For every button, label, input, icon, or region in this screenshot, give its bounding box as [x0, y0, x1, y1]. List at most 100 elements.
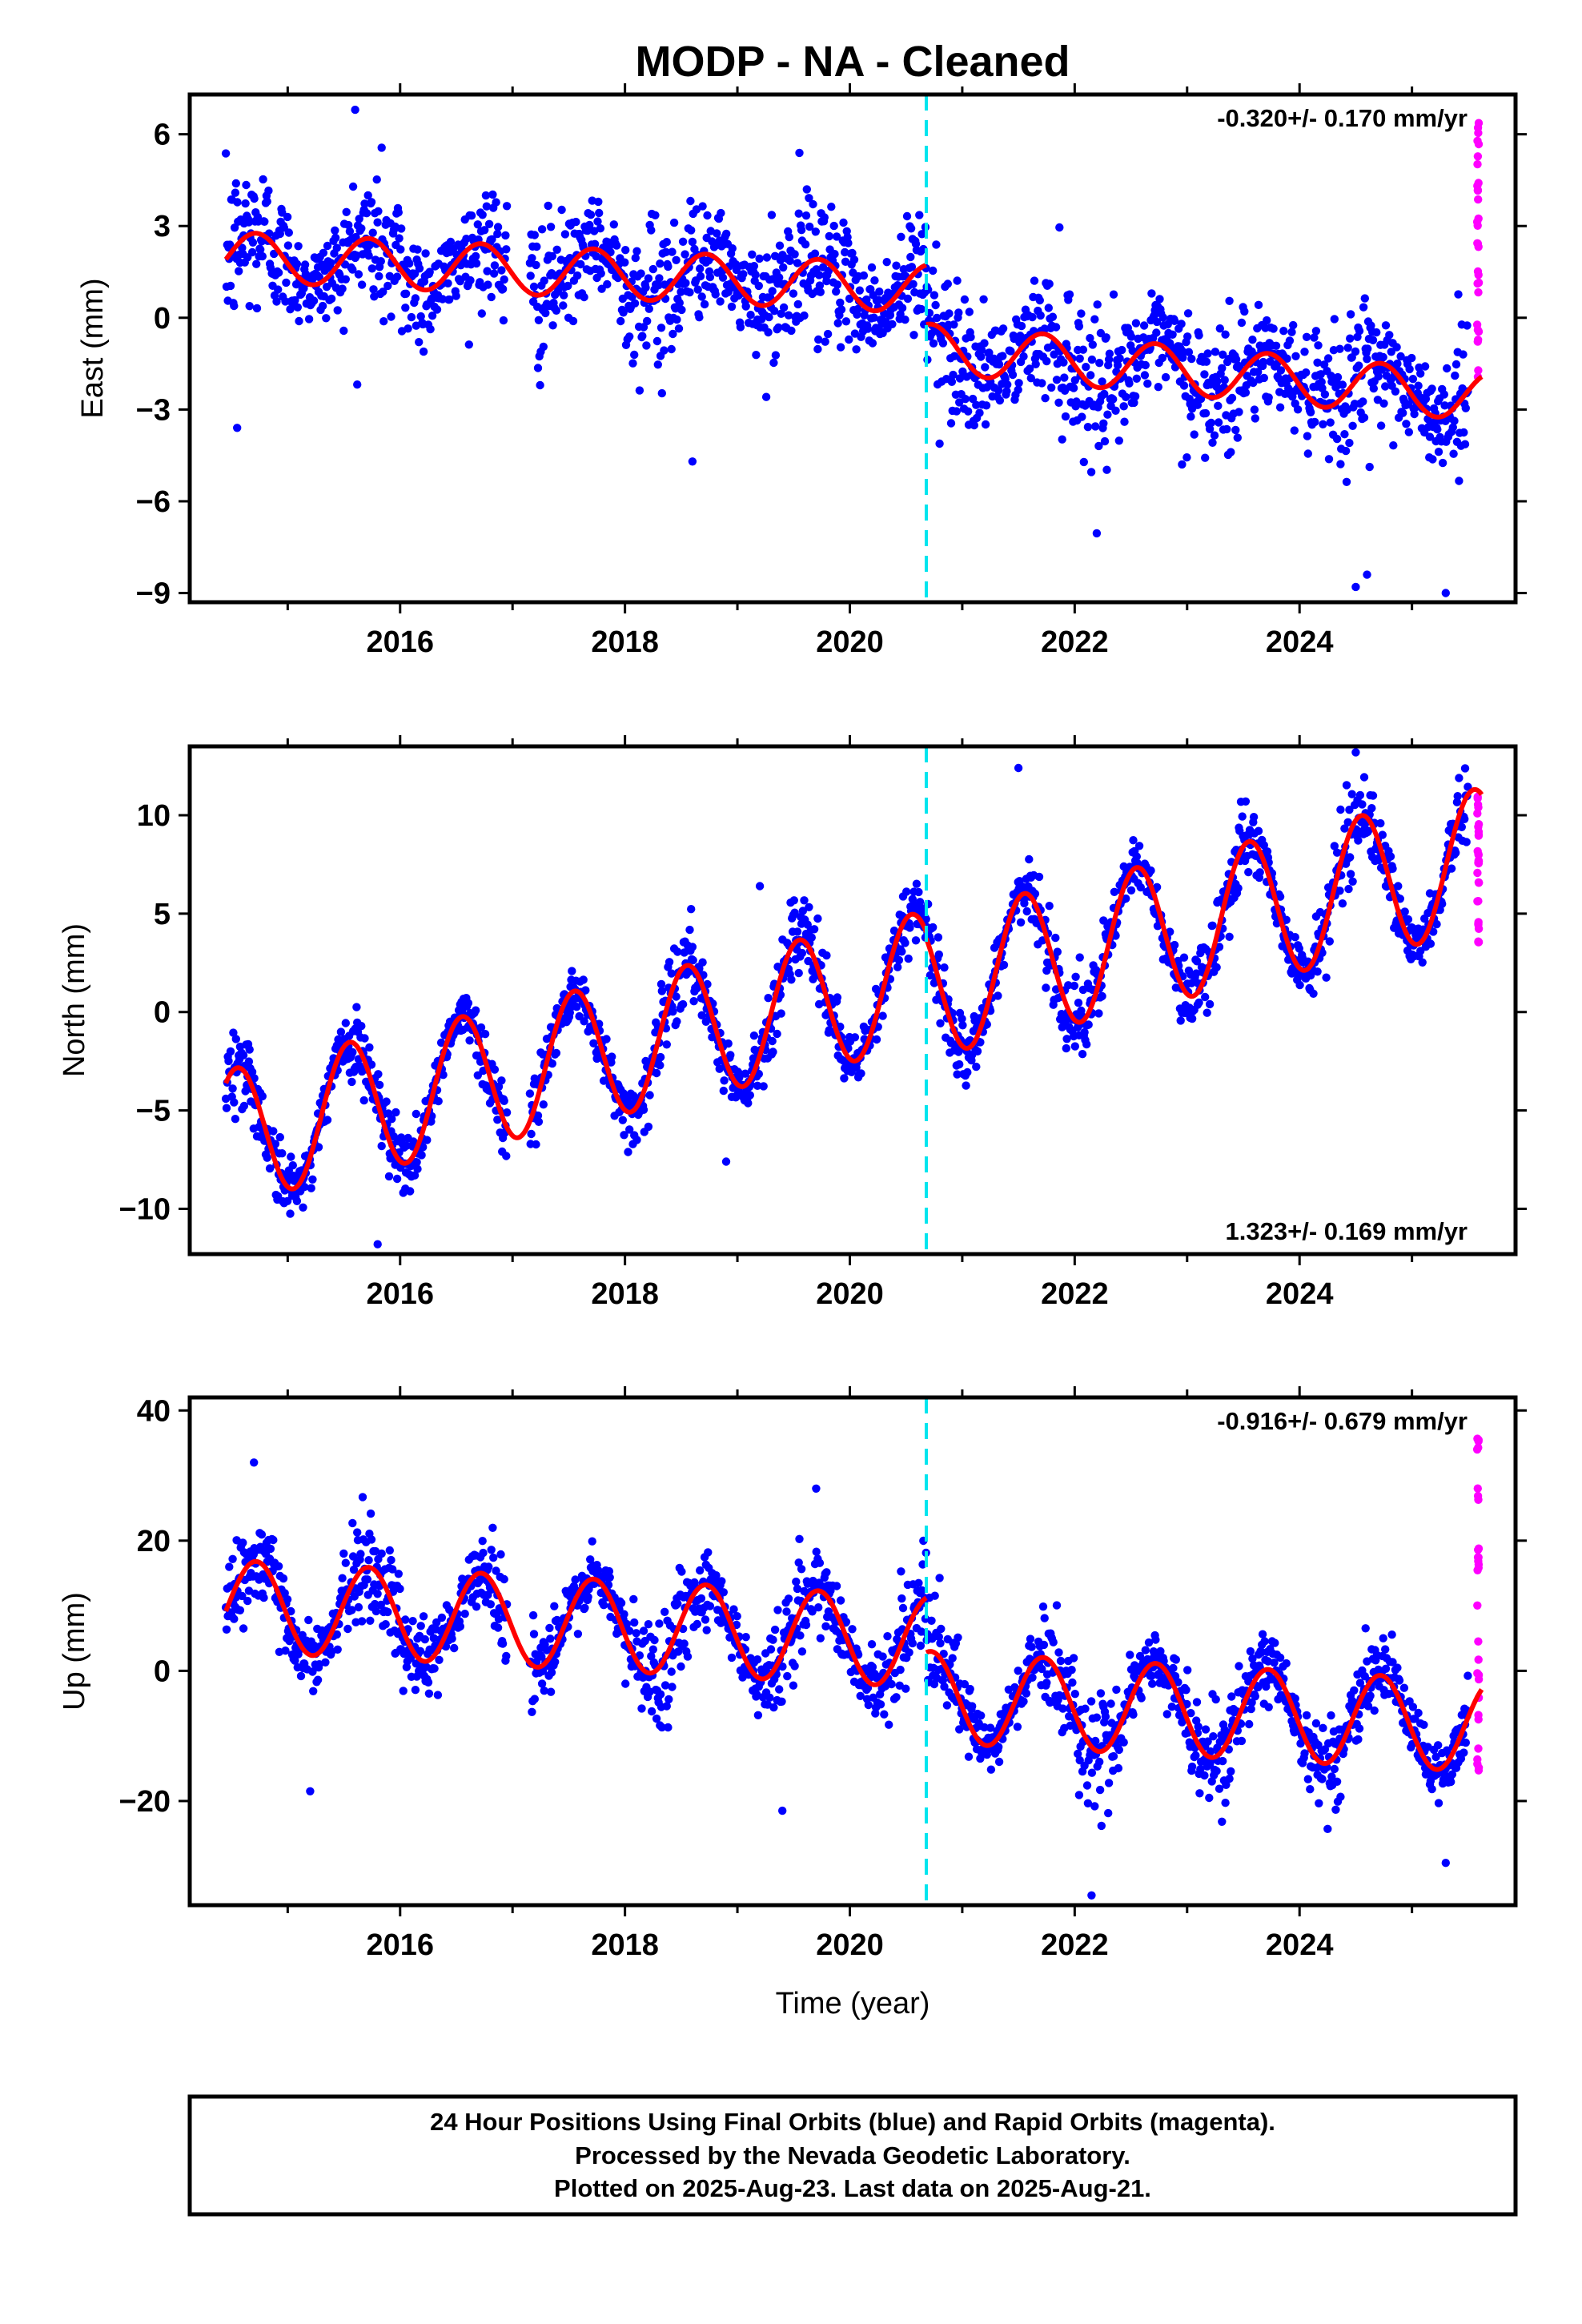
final-orbit-point [644, 1620, 653, 1629]
final-orbit-point [775, 241, 785, 250]
final-orbit-point [848, 1625, 857, 1634]
final-orbit-point [493, 223, 503, 231]
final-orbit-points [221, 748, 1472, 1248]
final-orbit-point [1064, 981, 1073, 990]
final-orbit-point [850, 329, 860, 338]
final-orbit-point [1044, 304, 1054, 312]
final-orbit-point [367, 1060, 376, 1069]
final-orbit-point [539, 1100, 548, 1109]
final-orbit-point [897, 304, 907, 312]
final-orbit-point [836, 1596, 845, 1605]
final-orbit-point [790, 1662, 799, 1671]
rapid-orbit-points [1473, 792, 1484, 947]
final-orbit-point [396, 245, 405, 254]
final-orbit-point [534, 1117, 544, 1127]
final-orbit-point [955, 398, 964, 407]
final-orbit-point [1002, 387, 1011, 396]
final-orbit-point [917, 304, 926, 314]
final-orbit-point [231, 1115, 240, 1124]
final-orbit-point [720, 1076, 729, 1085]
final-orbit-point [773, 1029, 781, 1039]
final-orbit-point [998, 352, 1007, 360]
final-orbit-point [1346, 870, 1355, 879]
final-orbit-point [483, 267, 492, 275]
final-orbit-point [323, 241, 332, 251]
final-orbit-point [647, 1651, 656, 1661]
final-orbit-point [1254, 368, 1263, 376]
final-orbit-point [343, 1624, 352, 1634]
final-orbit-point [353, 380, 362, 389]
final-orbit-point [309, 1687, 318, 1695]
final-orbit-point [955, 1725, 964, 1734]
final-orbit-point [1464, 782, 1472, 791]
final-orbit-point [357, 224, 366, 233]
rapid-orbit-point [1474, 879, 1484, 887]
final-orbit-point [908, 1638, 917, 1648]
final-orbit-point [1231, 355, 1241, 364]
final-orbit-point [1062, 1035, 1071, 1043]
final-orbit-point [579, 975, 588, 984]
x-tick-label: 2016 [366, 1277, 434, 1311]
final-orbit-point [675, 299, 684, 308]
final-orbit-point [347, 1606, 356, 1614]
final-orbit-point [931, 300, 940, 310]
final-orbit-point [1059, 358, 1068, 367]
final-orbit-point [685, 287, 694, 297]
final-orbit-point [533, 1111, 543, 1120]
final-orbit-point [1019, 1697, 1028, 1706]
final-orbit-point [652, 336, 662, 346]
final-orbit-point [705, 1602, 715, 1610]
final-orbit-point [348, 265, 357, 274]
final-orbit-point [785, 256, 794, 265]
rapid-orbit-point [1473, 868, 1482, 878]
final-orbit-point [377, 143, 386, 152]
rate-annotation: 1.323+/- 0.169 mm/yr [1226, 1217, 1468, 1245]
final-orbit-point [1109, 290, 1118, 299]
final-orbit-outlier [373, 1240, 382, 1248]
final-orbit-point [936, 1638, 945, 1648]
final-orbit-point [698, 202, 707, 211]
final-orbit-point [892, 1693, 901, 1702]
final-orbit-point [546, 223, 556, 231]
final-orbit-point [1086, 468, 1096, 476]
final-orbit-point [493, 1116, 502, 1124]
final-orbit-point [278, 1149, 287, 1158]
final-orbit-point [1354, 836, 1363, 845]
final-orbit-point [572, 1003, 581, 1011]
final-orbit-point [1360, 294, 1370, 303]
final-orbit-point [1186, 412, 1195, 421]
final-orbit-point [1335, 344, 1344, 353]
final-orbit-point [1251, 414, 1260, 423]
final-orbit-point [754, 281, 763, 291]
final-orbit-point [1054, 398, 1063, 407]
final-orbit-point [584, 1593, 592, 1602]
final-orbit-point [546, 1634, 555, 1643]
final-orbit-point [657, 1723, 666, 1732]
final-orbit-point [764, 328, 773, 337]
final-orbit-point [460, 1610, 469, 1618]
final-orbit-point [1439, 390, 1449, 399]
final-orbit-point [293, 303, 302, 312]
final-orbit-point [693, 1619, 701, 1629]
final-orbit-point [1136, 883, 1146, 892]
final-orbit-point [1303, 449, 1313, 458]
final-orbit-point [589, 1039, 598, 1048]
final-orbit-point [489, 1553, 498, 1562]
final-orbit-point [486, 1600, 495, 1609]
final-orbit-point [1080, 1027, 1089, 1037]
final-orbit-point [1200, 370, 1209, 379]
final-orbit-point [1083, 423, 1093, 432]
final-orbit-point [833, 319, 842, 328]
final-orbit-point [964, 1752, 974, 1761]
final-orbit-point [269, 1535, 278, 1545]
final-orbit-point [811, 227, 820, 236]
final-orbit-point [929, 339, 938, 348]
final-orbit-point [1078, 1050, 1087, 1059]
y-tick-label: −3 [136, 393, 171, 427]
final-orbit-point [1460, 428, 1468, 437]
final-orbit-point [1376, 421, 1386, 430]
final-orbit-point [953, 1070, 962, 1079]
final-orbit-point [1042, 356, 1051, 366]
final-orbit-point [394, 208, 403, 217]
